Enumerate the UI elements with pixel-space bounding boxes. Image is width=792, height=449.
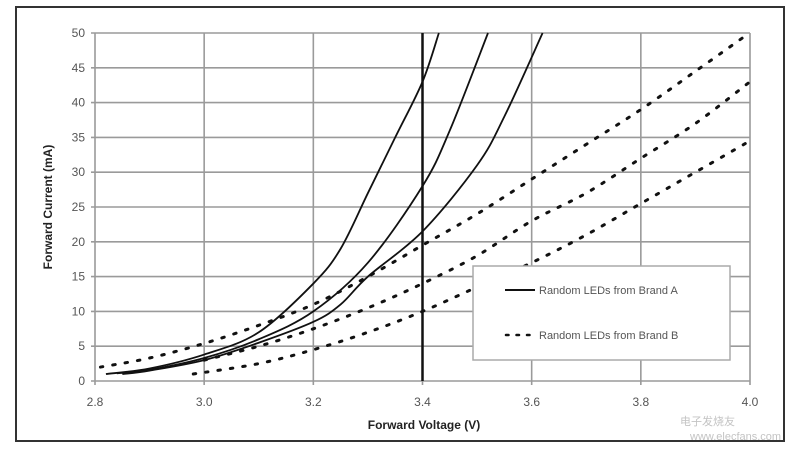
series-line-brand-a-3 — [122, 32, 544, 375]
y-tick-label: 25 — [72, 200, 86, 214]
watermark: 电子发烧友 www.elecfans.com — [680, 414, 781, 443]
tick-labels: 0 5 10 15 20 25 30 35 40 45 50 2.8 3.0 3.2 3.4 3.6 3.8 4.… — [72, 26, 759, 409]
x-tick-label: 3.6 — [523, 395, 540, 409]
watermark-url: www.elecfans.com — [689, 431, 781, 443]
legend: Random LEDs from Brand A Random LEDs fro… — [472, 265, 731, 361]
y-tick-label: 35 — [72, 130, 86, 144]
y-axis-label: Forward Current (mA) — [41, 145, 55, 270]
watermark-logo-text: 电子发烧友 — [680, 414, 735, 428]
y-tick-label: 20 — [72, 235, 86, 249]
chart-frame — [15, 6, 785, 442]
legend-box — [472, 265, 731, 361]
x-tick-label: 3.0 — [196, 395, 213, 409]
series — [98, 32, 752, 381]
series-line-brand-b-5 — [202, 80, 752, 362]
y-tick-label: 30 — [72, 165, 86, 179]
y-tick-label: 5 — [78, 339, 85, 353]
y-tick-label: 45 — [72, 61, 86, 75]
x-axis-label: Forward Voltage (V) — [368, 418, 480, 432]
series-line-brand-b-4 — [98, 34, 747, 369]
x-tick-label: 3.4 — [414, 395, 431, 409]
y-tick-label: 15 — [72, 270, 86, 284]
y-tick-label: 40 — [72, 96, 86, 110]
x-tick-label: 4.0 — [742, 395, 759, 409]
y-tick-label: 50 — [72, 26, 86, 40]
x-tick-label: 2.8 — [87, 395, 104, 409]
y-tick-label: 10 — [72, 304, 86, 318]
series-line-brand-b-6 — [191, 139, 752, 376]
legend-label-brand-b: Random LEDs from Brand B — [539, 330, 678, 342]
x-tick-label: 3.8 — [632, 395, 649, 409]
legend-label-brand-a: Random LEDs from Brand A — [539, 285, 678, 297]
y-tick-label: 0 — [78, 374, 85, 388]
series-line-brand-a-2 — [116, 32, 489, 375]
x-tick-label: 3.2 — [305, 395, 322, 409]
series-line-brand-a-1 — [105, 32, 440, 375]
